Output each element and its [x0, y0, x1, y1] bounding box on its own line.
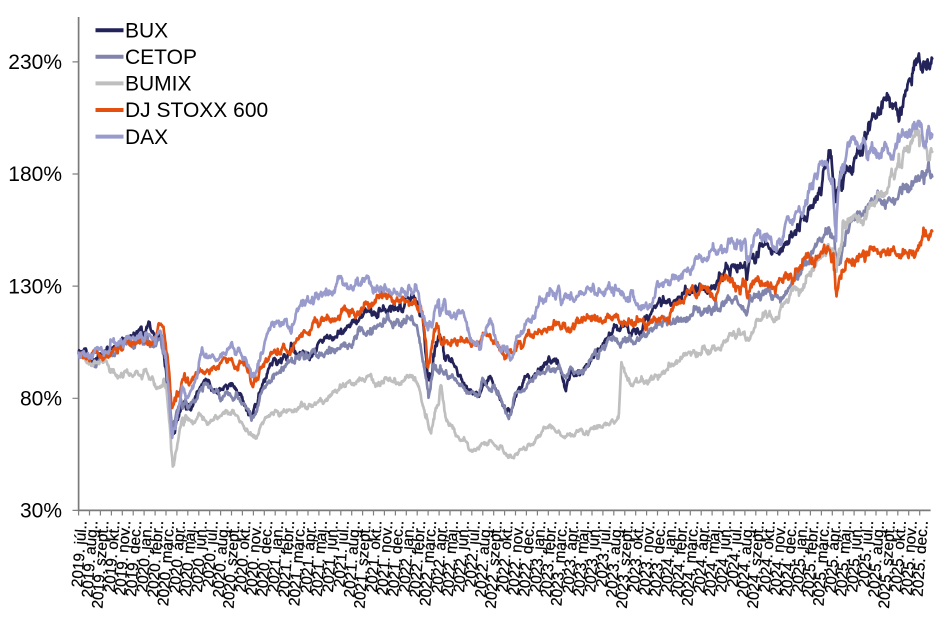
svg-text:2020. okt..: 2020. okt.. [233, 520, 255, 593]
svg-text:2024. febr..: 2024. febr.. [669, 520, 691, 598]
svg-text:2025. jún..: 2025. jún.. [844, 520, 866, 593]
svg-text:2023. szept..: 2023. szept.. [614, 520, 637, 609]
svg-text:2021. márc..: 2021. márc.. [286, 520, 309, 607]
svg-text:2020. jún..: 2020. jún.. [189, 520, 211, 593]
svg-text:2021. dec..: 2021. dec.. [385, 520, 407, 597]
svg-text:2022. okt..: 2022. okt.. [495, 520, 517, 593]
svg-text:2024. ápr..: 2024. ápr.. [691, 520, 713, 594]
svg-text:30%: 30% [20, 500, 62, 523]
svg-text:2021. jún..: 2021. jún.. [320, 520, 342, 593]
svg-text:2023. jún..: 2023. jún.. [582, 520, 604, 593]
svg-text:130%: 130% [8, 275, 62, 298]
svg-text:2024. máj..: 2024. máj.. [702, 520, 724, 597]
svg-text:DAX: DAX [125, 126, 168, 149]
svg-text:2020. máj..: 2020. máj.. [178, 520, 200, 597]
svg-text:2023. dec..: 2023. dec.. [647, 520, 669, 597]
svg-text:2024. aug..: 2024. aug.. [735, 520, 757, 598]
svg-text:2022. ápr..: 2022. ápr.. [429, 520, 451, 594]
svg-text:2024. nov..: 2024. nov.. [768, 520, 790, 596]
svg-text:2025. szept..: 2025. szept.. [876, 520, 899, 609]
svg-text:2022. szept..: 2022. szept.. [483, 520, 506, 609]
svg-text:2021. máj..: 2021. máj.. [309, 520, 331, 597]
svg-text:2023. júl..: 2023. júl.. [593, 520, 615, 588]
svg-text:2022. nov..: 2022. nov.. [505, 520, 527, 596]
svg-text:2024. jan..: 2024. jan.. [659, 520, 681, 593]
svg-text:2022. jún..: 2022. jún.. [451, 520, 473, 593]
svg-text:2024. márc..: 2024. márc.. [679, 520, 702, 607]
svg-text:2025. márc..: 2025. márc.. [811, 520, 834, 607]
svg-text:2023. márc..: 2023. márc.. [548, 520, 571, 607]
svg-text:BUX: BUX [125, 19, 168, 42]
svg-text:2025. okt..: 2025. okt.. [888, 520, 910, 593]
svg-text:2019. aug..: 2019. aug.. [79, 520, 101, 598]
svg-text:BUMIX: BUMIX [125, 73, 192, 96]
svg-text:180%: 180% [8, 163, 62, 186]
svg-text:CETOP: CETOP [125, 46, 197, 69]
svg-text:2020. febr..: 2020. febr.. [145, 520, 167, 598]
svg-text:2021. jan..: 2021. jan.. [265, 520, 287, 593]
svg-text:2025. júl..: 2025. júl.. [856, 520, 878, 588]
svg-text:2021. szept..: 2021. szept.. [352, 520, 375, 609]
svg-text:2022. dec..: 2022. dec.. [516, 520, 538, 597]
svg-text:2025. nov..: 2025. nov.. [899, 520, 921, 596]
svg-text:2023. febr..: 2023. febr.. [538, 520, 560, 598]
svg-text:2025. febr..: 2025. febr.. [800, 520, 822, 598]
svg-text:2023. máj..: 2023. máj.. [571, 520, 593, 597]
svg-text:2019. dec..: 2019. dec.. [123, 520, 145, 597]
svg-text:2023. jan..: 2023. jan.. [528, 520, 550, 593]
svg-text:2021. nov..: 2021. nov.. [374, 520, 396, 596]
svg-text:2020. nov..: 2020. nov.. [243, 520, 265, 596]
svg-text:2025. aug..: 2025. aug.. [866, 520, 888, 598]
svg-text:2021. febr..: 2021. febr.. [276, 520, 298, 598]
svg-text:2021. okt..: 2021. okt.. [364, 520, 386, 593]
svg-text:2022. jan..: 2022. jan.. [396, 520, 418, 593]
svg-text:2020. szept..: 2020. szept.. [220, 520, 243, 609]
svg-text:2024. okt..: 2024. okt.. [757, 520, 779, 593]
svg-text:2023. ápr..: 2023. ápr.. [560, 520, 582, 594]
svg-text:2022. febr..: 2022. febr.. [407, 520, 429, 598]
svg-text:2020. ápr..: 2020. ápr.. [167, 520, 189, 594]
svg-text:DJ STOXX 600: DJ STOXX 600 [125, 99, 268, 122]
svg-text:2021. ápr..: 2021. ápr.. [298, 520, 320, 594]
svg-text:2021. aug..: 2021. aug.. [341, 520, 363, 598]
svg-text:2024. júl..: 2024. júl.. [724, 520, 746, 588]
svg-text:2020. aug..: 2020. aug.. [210, 520, 232, 598]
svg-text:230%: 230% [8, 51, 62, 74]
svg-text:2023. aug..: 2023. aug.. [604, 520, 626, 598]
svg-text:2024. jún..: 2024. jún.. [713, 520, 735, 593]
svg-text:2019. júl..: 2019. júl.. [69, 520, 91, 588]
svg-text:2022. márc..: 2022. márc.. [417, 520, 440, 607]
svg-text:2021. júl..: 2021. júl.. [331, 520, 353, 588]
svg-text:2022. aug..: 2022. aug.. [473, 520, 495, 598]
svg-text:2025. dec..: 2025. dec.. [910, 520, 932, 597]
svg-text:2020. dec..: 2020. dec.. [254, 520, 276, 597]
svg-text:2019. okt..: 2019. okt.. [102, 520, 124, 593]
svg-text:2020. márc..: 2020. márc.. [155, 520, 178, 607]
svg-text:2023. okt..: 2023. okt.. [626, 520, 648, 593]
svg-text:2022. máj..: 2022. máj.. [440, 520, 462, 597]
svg-text:2019. nov..: 2019. nov.. [112, 520, 134, 596]
svg-text:2025. jan..: 2025. jan.. [790, 520, 812, 593]
svg-text:2023. nov..: 2023. nov.. [636, 520, 658, 596]
svg-text:2022. júl..: 2022. júl.. [462, 520, 484, 588]
svg-text:2025. máj..: 2025. máj.. [833, 520, 855, 597]
svg-text:2020. júl..: 2020. júl.. [200, 520, 222, 588]
svg-text:80%: 80% [20, 388, 62, 411]
svg-text:2024. dec..: 2024. dec.. [778, 520, 800, 597]
svg-text:2020. jan..: 2020. jan.. [134, 520, 156, 593]
svg-text:2025. ápr..: 2025. ápr.. [822, 520, 844, 594]
svg-text:2019. szept..: 2019. szept.. [89, 520, 112, 609]
svg-text:2024. szept..: 2024. szept.. [745, 520, 768, 609]
